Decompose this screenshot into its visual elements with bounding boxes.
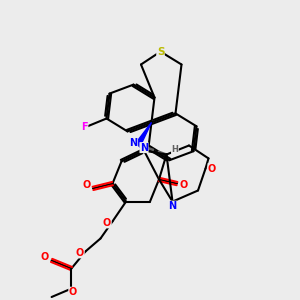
Text: O: O: [76, 248, 84, 258]
Text: O: O: [41, 252, 49, 262]
Text: S: S: [157, 46, 164, 57]
Text: O: O: [69, 287, 77, 297]
Text: N: N: [129, 138, 138, 148]
Text: N: N: [140, 142, 148, 153]
Text: N: N: [168, 201, 177, 211]
Text: F: F: [81, 122, 88, 133]
Text: O: O: [103, 218, 111, 228]
Text: O: O: [179, 180, 188, 190]
Text: H: H: [172, 145, 178, 154]
Text: O: O: [208, 164, 216, 174]
Text: O: O: [82, 180, 91, 190]
Polygon shape: [136, 122, 152, 146]
